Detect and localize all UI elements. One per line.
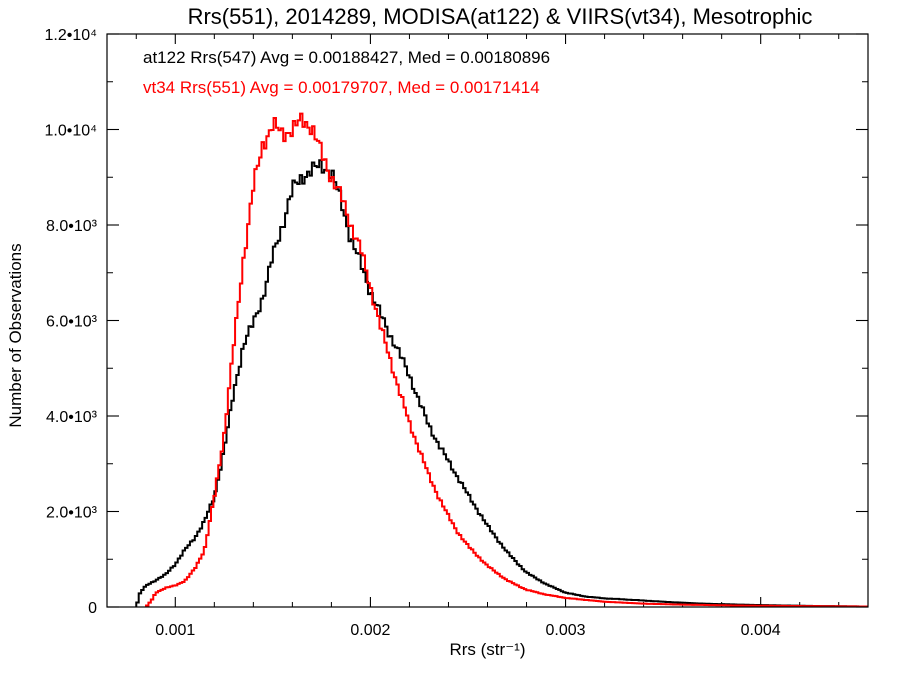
series-line-0: [135, 159, 868, 608]
x-tick-label: 0.003: [546, 622, 586, 639]
y-tick-label: 6.0•10³: [46, 314, 98, 331]
x-axis-label: Rrs (str⁻¹): [449, 640, 525, 659]
x-tick-label: 0.002: [350, 622, 390, 639]
y-axis-label: Number of Observations: [6, 243, 25, 427]
y-tick-label: 0: [88, 600, 97, 617]
legend-entry-at122: at122 Rrs(547) Avg = 0.00188427, Med = 0…: [143, 48, 550, 67]
y-tick-label: 1.2•10⁴: [44, 27, 97, 44]
y-tick-label: 8.0•10³: [46, 218, 98, 235]
axis-ticks: 0.001 0.002 0.003 0.004 0 2.0•10³ 4.0•10³ 6.0•1…: [44, 27, 868, 639]
legend: at122 Rrs(547) Avg = 0.00188427, Med = 0…: [143, 48, 550, 97]
plot-frame: [106, 33, 869, 608]
y-tick-label: 2.0•10³: [46, 505, 98, 522]
y-tick-label: 4.0•10³: [46, 409, 98, 426]
y-tick-label: 1.0•10⁴: [44, 123, 97, 140]
x-tick-label: 0.004: [741, 622, 781, 639]
series-line-1: [145, 112, 868, 608]
chart-title: Rrs(551), 2014289, MODISA(at122) & VIIRS…: [188, 4, 813, 29]
x-tick-label: 0.001: [155, 622, 195, 639]
series-layer: [135, 112, 868, 608]
legend-entry-vt34: vt34 Rrs(551) Avg = 0.00179707, Med = 0.…: [143, 78, 540, 97]
